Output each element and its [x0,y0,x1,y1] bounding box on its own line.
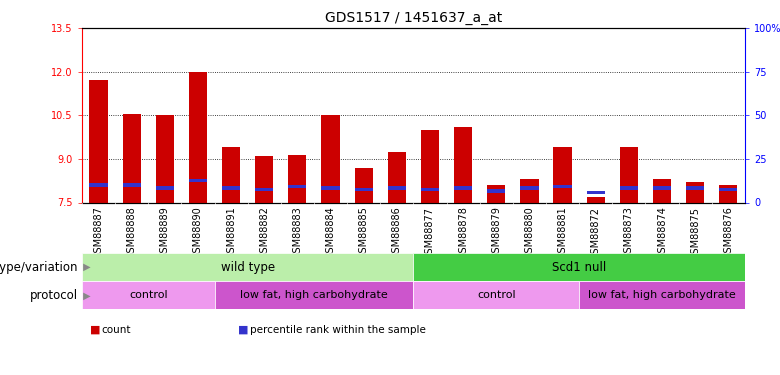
Bar [554,147,572,202]
Bar [355,188,373,191]
Bar [620,186,638,190]
Text: GDS1517 / 1451637_a_at: GDS1517 / 1451637_a_at [324,11,502,25]
Bar [587,196,604,202]
Text: control: control [477,290,516,300]
Text: GSM88890: GSM88890 [193,207,203,259]
Text: ▶: ▶ [80,262,90,272]
Bar [321,186,339,190]
Text: wild type: wild type [221,261,275,274]
Text: GSM88874: GSM88874 [657,207,667,260]
Bar [122,183,140,187]
Text: GSM88880: GSM88880 [524,207,534,259]
Text: protocol: protocol [30,289,78,302]
Bar [520,179,538,203]
Text: GSM88886: GSM88886 [392,207,402,259]
Text: count: count [101,325,131,335]
Bar [653,186,671,190]
Bar [454,186,472,190]
Text: GSM88879: GSM88879 [491,207,502,260]
Bar [222,186,240,190]
Text: genotype/variation: genotype/variation [0,261,78,274]
Text: GSM88876: GSM88876 [723,207,733,260]
Text: control: control [129,290,168,300]
Bar [686,182,704,203]
Text: GSM88883: GSM88883 [292,207,303,259]
Bar [554,185,572,188]
Text: percentile rank within the sample: percentile rank within the sample [250,325,425,335]
Bar [587,190,604,194]
Text: ■: ■ [238,325,248,335]
Bar [355,168,373,202]
Bar [579,281,745,309]
Bar [156,116,174,202]
Bar [413,253,745,281]
Bar [321,116,339,202]
Bar [255,156,273,203]
Text: GSM88887: GSM88887 [94,207,104,260]
Bar [90,183,108,187]
Text: GSM88881: GSM88881 [558,207,568,259]
Bar [82,281,214,309]
Bar [520,186,538,190]
Bar [215,281,413,309]
Bar [156,186,174,190]
Bar [222,147,240,202]
Text: ▶: ▶ [80,290,90,300]
Bar [255,188,273,191]
Bar [189,72,207,202]
Text: GSM88884: GSM88884 [325,207,335,259]
Bar [719,185,737,202]
Text: ■: ■ [90,325,100,335]
Text: GSM88878: GSM88878 [458,207,468,260]
Text: GSM88882: GSM88882 [259,207,269,260]
Bar [620,147,638,202]
Bar [488,185,505,202]
Bar [719,188,737,191]
Text: low fat, high carbohydrate: low fat, high carbohydrate [240,290,388,300]
Text: GSM88891: GSM88891 [226,207,236,259]
Bar [421,130,439,203]
Text: GSM88885: GSM88885 [359,207,369,260]
Text: GSM88889: GSM88889 [160,207,170,259]
Text: low fat, high carbohydrate: low fat, high carbohydrate [588,290,736,300]
Text: GSM88873: GSM88873 [624,207,634,260]
Bar [388,152,406,202]
Bar [388,186,406,190]
Text: GSM88875: GSM88875 [690,207,700,260]
Bar [289,185,307,188]
Text: GSM88888: GSM88888 [126,207,136,259]
Bar [653,179,671,203]
Bar [686,186,704,190]
Text: GSM88877: GSM88877 [425,207,435,260]
Bar [90,81,108,203]
Text: Scd1 null: Scd1 null [552,261,606,274]
Bar [413,281,579,309]
Bar [454,127,472,202]
Bar [421,188,439,191]
Text: GSM88872: GSM88872 [590,207,601,260]
Bar [189,179,207,183]
Bar [289,154,307,203]
Bar [82,253,413,281]
Bar [122,114,140,202]
Bar [488,189,505,193]
